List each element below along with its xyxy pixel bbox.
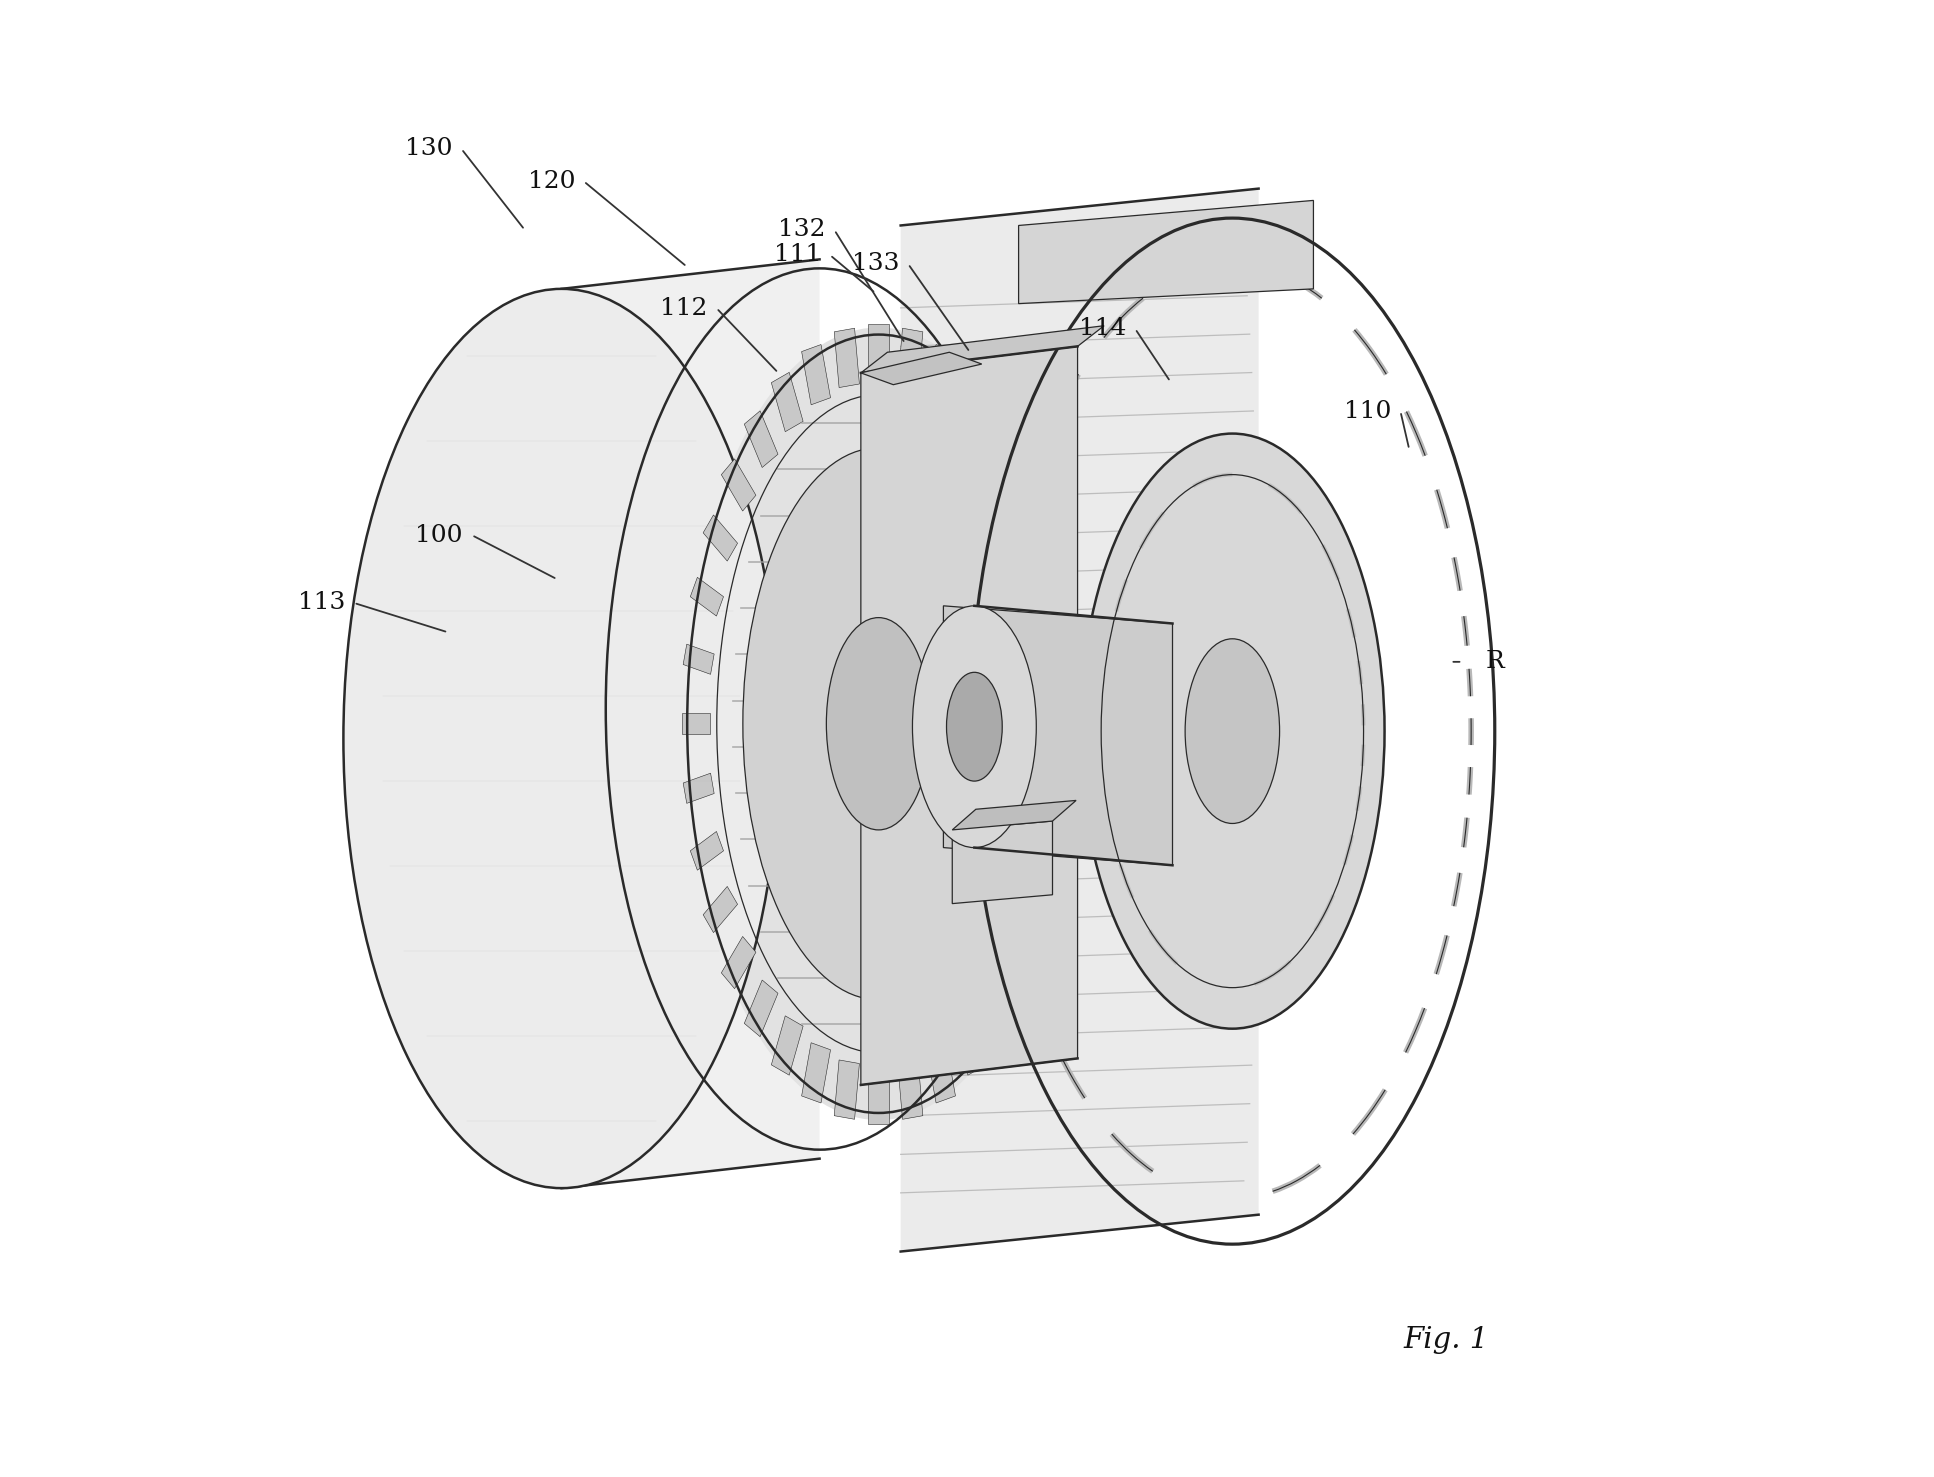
Polygon shape	[704, 886, 737, 932]
Polygon shape	[561, 260, 820, 1188]
Polygon shape	[1042, 644, 1073, 675]
Polygon shape	[801, 1043, 830, 1103]
Polygon shape	[1019, 201, 1313, 304]
Polygon shape	[926, 344, 955, 405]
Polygon shape	[745, 411, 777, 468]
Polygon shape	[801, 344, 830, 405]
Text: 132: 132	[777, 219, 826, 241]
Ellipse shape	[826, 617, 930, 830]
Polygon shape	[683, 713, 710, 734]
Polygon shape	[897, 1060, 923, 1120]
Polygon shape	[772, 1016, 803, 1075]
Ellipse shape	[685, 328, 1073, 1120]
Polygon shape	[926, 1043, 955, 1103]
Polygon shape	[944, 606, 1172, 866]
Polygon shape	[745, 981, 777, 1037]
Ellipse shape	[946, 672, 1002, 781]
Polygon shape	[868, 1066, 890, 1124]
Polygon shape	[1048, 713, 1075, 734]
Polygon shape	[953, 1016, 986, 1075]
Polygon shape	[683, 644, 714, 675]
Polygon shape	[953, 372, 986, 431]
Polygon shape	[772, 372, 803, 431]
Polygon shape	[834, 1060, 859, 1120]
Polygon shape	[1033, 578, 1068, 616]
Polygon shape	[868, 323, 890, 381]
Polygon shape	[721, 459, 756, 511]
Polygon shape	[721, 936, 756, 988]
Text: 120: 120	[528, 170, 574, 192]
Ellipse shape	[344, 289, 779, 1188]
Text: R: R	[1485, 650, 1505, 674]
Polygon shape	[979, 981, 1013, 1037]
Ellipse shape	[1081, 434, 1385, 1028]
Polygon shape	[1002, 936, 1037, 988]
Polygon shape	[952, 821, 1052, 904]
Text: 111: 111	[774, 244, 822, 266]
Polygon shape	[952, 801, 1075, 830]
Ellipse shape	[1186, 638, 1280, 824]
Polygon shape	[861, 347, 1077, 1086]
Text: 133: 133	[851, 253, 899, 275]
Text: Fig. 1: Fig. 1	[1404, 1326, 1489, 1354]
Polygon shape	[897, 328, 923, 387]
Polygon shape	[690, 832, 723, 870]
Ellipse shape	[743, 448, 1013, 1000]
Ellipse shape	[913, 606, 1037, 848]
Text: 130: 130	[404, 137, 453, 161]
Polygon shape	[683, 772, 714, 803]
Polygon shape	[861, 326, 1104, 372]
Text: 114: 114	[1079, 318, 1126, 340]
Polygon shape	[1019, 515, 1054, 561]
Polygon shape	[690, 578, 723, 616]
Polygon shape	[861, 352, 982, 384]
Polygon shape	[834, 328, 859, 387]
Polygon shape	[1033, 832, 1068, 870]
Polygon shape	[704, 515, 737, 561]
Text: 112: 112	[659, 297, 708, 319]
Polygon shape	[1019, 886, 1054, 932]
Text: 110: 110	[1344, 400, 1392, 422]
Polygon shape	[1042, 772, 1073, 803]
Polygon shape	[901, 189, 1259, 1251]
Polygon shape	[979, 411, 1013, 468]
Text: 100: 100	[416, 523, 462, 546]
Text: 113: 113	[298, 591, 344, 614]
Polygon shape	[1002, 459, 1037, 511]
